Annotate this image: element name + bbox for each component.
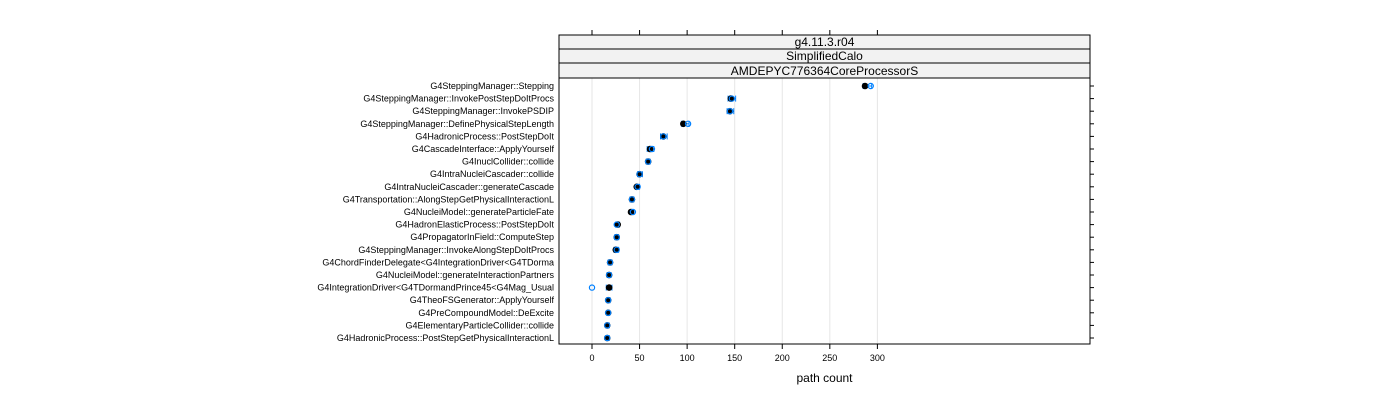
open-point-7 — [636, 170, 643, 178]
category-label-16: G4IntegrationDriver<G4TDormandPrince45<G… — [317, 283, 554, 293]
filled-point-5 — [646, 145, 654, 153]
category-label-3: G4SteppingManager::DefinePhysicalStepLen… — [360, 119, 554, 129]
strip-headers: g4.11.3.r04 SimplifiedCalo AMDEPYC776364… — [558, 34, 1091, 79]
category-label-17: G4TheoFSGenerator::ApplyYourself — [410, 295, 555, 305]
category-label-7: G4IntraNucleiCascader::collide — [430, 169, 554, 179]
open-point-19 — [604, 322, 611, 329]
category-label-15: G4NucleiModel::generateInteractionPartne… — [376, 270, 555, 280]
open-point-10 — [629, 208, 637, 216]
open-point-14 — [606, 259, 614, 266]
open-point-4 — [660, 133, 667, 140]
category-label-5: G4CascadeInterface::ApplyYourself — [412, 144, 555, 154]
category-label-14: G4ChordFinderDelegate<G4IntegrationDrive… — [322, 257, 554, 267]
open-point-20 — [604, 334, 611, 342]
data-marks — [588, 82, 874, 342]
open-point-9 — [628, 196, 636, 203]
x-tick-label-100: 100 — [680, 353, 695, 363]
category-label-4: G4HadronicProcess::PostStepDoIt — [415, 131, 554, 141]
x-tick-label-200: 200 — [775, 353, 790, 363]
x-tick-label-0: 0 — [589, 353, 594, 363]
filled-point-3 — [680, 120, 687, 128]
strip-2-label: SimplifiedCalo — [786, 49, 863, 63]
open-point-8 — [634, 183, 641, 190]
category-label-13: G4SteppingManager::InvokeAlongStepDoItPr… — [358, 245, 554, 255]
category-label-9: G4Transportation::AlongStepGetPhysicalIn… — [343, 194, 554, 204]
category-label-19: G4ElementaryParticleCollider::collide — [405, 320, 554, 330]
open-point-16 — [588, 284, 596, 291]
category-label-11: G4HadronElasticProcess::PostStepDoIt — [395, 220, 554, 230]
category-label-18: G4PreCompoundModel::DeExcite — [418, 308, 554, 318]
open-point-6 — [644, 158, 652, 165]
category-label-20: G4HadronicProcess::PostStepGetPhysicalIn… — [337, 333, 554, 343]
category-label-12: G4PropagatorInField::ComputeStep — [410, 232, 554, 242]
open-point-0 — [867, 82, 874, 90]
x-axis-ticks: 0 50 100 150 200 250 300 — [589, 30, 885, 363]
category-label-0: G4SteppingManager::Stepping — [430, 81, 554, 91]
vertical-grid — [591, 78, 878, 344]
filled-point-0 — [861, 82, 869, 90]
open-point-2 — [726, 107, 734, 115]
open-point-5 — [648, 145, 656, 153]
plot-panel-border — [558, 77, 1091, 345]
strip-1-label: g4.11.3.r04 — [795, 35, 855, 49]
category-label-10: G4NucleiModel::generateParticleFate — [404, 207, 554, 217]
filled-point-16 — [605, 284, 613, 291]
category-label-1: G4SteppingManager::InvokePostStepDoItPro… — [363, 94, 554, 104]
open-point-3 — [684, 120, 692, 128]
x-axis-title: path count — [796, 371, 853, 385]
x-tick-label-50: 50 — [635, 353, 645, 363]
strip-3-label: AMDEPYC776364CoreProcessorS — [731, 64, 918, 78]
open-point-15 — [605, 271, 613, 279]
x-tick-label-300: 300 — [870, 353, 885, 363]
open-point-17 — [604, 297, 612, 304]
open-point-1 — [728, 95, 736, 102]
category-label-2: G4SteppingManager::InvokePSDIP — [412, 106, 554, 116]
category-label-6: G4InuclCollider::collide — [462, 157, 554, 167]
open-point-13 — [613, 246, 620, 253]
category-label-8: G4IntraNucleiCascader::generateCascade — [384, 182, 554, 192]
filled-point-10 — [627, 208, 635, 216]
open-point-12 — [613, 233, 620, 241]
x-tick-label-250: 250 — [822, 353, 837, 363]
open-point-18 — [604, 309, 612, 316]
y-axis-category-labels: G4SteppingManager::SteppingG4SteppingMan… — [317, 81, 1094, 343]
x-tick-label-150: 150 — [727, 353, 742, 363]
open-point-11 — [613, 221, 620, 228]
